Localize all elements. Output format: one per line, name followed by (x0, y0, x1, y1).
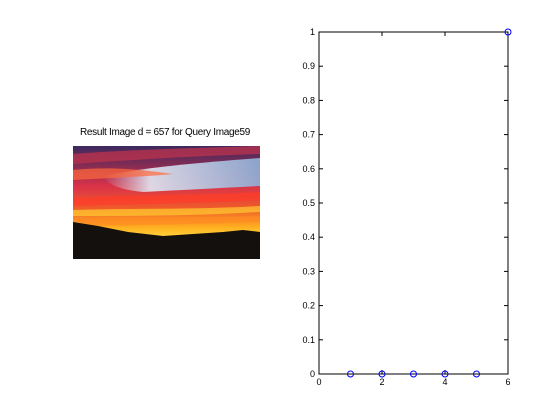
y-tick-label: 0 (310, 369, 315, 379)
sunset-photo (73, 146, 260, 259)
x-tick-label: 0 (316, 377, 321, 387)
data-point (378, 370, 386, 378)
data-point (504, 28, 512, 36)
x-tick-label: 4 (442, 377, 447, 387)
y-tick-label: 0.4 (302, 232, 315, 242)
result-image-title: Result Image d = 657 for Query Image59 (79, 127, 251, 138)
data-point (473, 370, 480, 378)
y-tick-label: 0.8 (302, 95, 315, 105)
x-tick-label: 6 (505, 377, 510, 387)
y-tick-label: 0.7 (302, 130, 315, 140)
data-point (441, 370, 449, 378)
y-tick-label: 0.2 (302, 301, 315, 311)
y-tick-label: 0.3 (302, 266, 315, 276)
x-tick-label: 2 (379, 377, 384, 387)
y-tick-label: 0.6 (302, 164, 315, 174)
sunset-photo-graphic (73, 146, 260, 259)
data-point (410, 370, 417, 378)
y-tick-label: 0.5 (302, 198, 315, 208)
plot-area (318, 31, 509, 375)
y-tick-label: 1 (310, 27, 315, 37)
y-tick-label: 0.1 (302, 335, 315, 345)
y-tick-label: 0.9 (302, 61, 315, 71)
data-point (347, 370, 354, 378)
